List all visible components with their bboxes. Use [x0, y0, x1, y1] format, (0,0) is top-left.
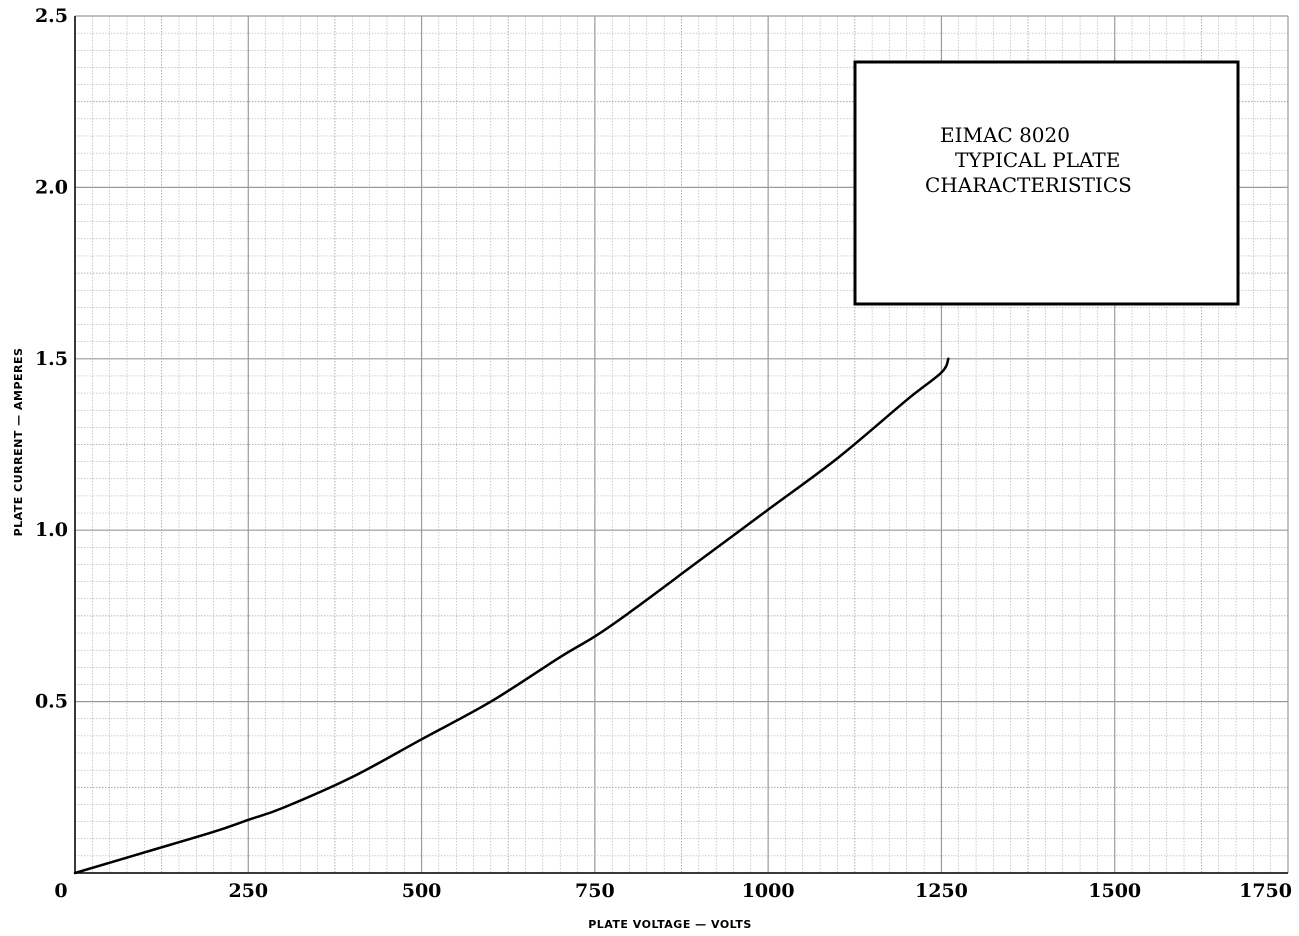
x-tick-label: 1250 [915, 880, 968, 902]
x-tick-label: 1000 [742, 880, 795, 902]
y-tick-label: 2.5 [35, 5, 68, 27]
chart-title-line-3: CHARACTERISTICS [925, 173, 1132, 197]
y-tick-label: 1.0 [35, 519, 68, 541]
x-tick-label: 1750 [1239, 880, 1292, 902]
x-tick-label: 1500 [1088, 880, 1141, 902]
series-group [73, 357, 950, 875]
x-tick-label: 500 [402, 880, 442, 902]
x-tick-label: 750 [575, 880, 615, 902]
y-tick-label: 2.0 [35, 176, 68, 198]
x-tick-label: 0 [54, 880, 67, 902]
y-tick-label: 0.5 [35, 691, 68, 713]
series-line [73, 357, 950, 875]
tick-labels: 0 250 500 750 1000 1250 1500 1750 0.5 1.0 1.5 2.0 2.… [35, 5, 1292, 902]
y-axis-label: PLATE CURRENT — AMPERES [12, 348, 25, 537]
title-box: EIMAC 8020 TYPICAL PLATE CHARACTERISTICS [853, 60, 1240, 306]
y-tick-label: 1.5 [35, 348, 68, 370]
x-tick-label: 250 [228, 880, 268, 902]
grid-lines [74, 15, 1289, 874]
chart-title-line-1: EIMAC 8020 [940, 123, 1070, 147]
title-box-frame [853, 60, 1240, 306]
x-axis-label: PLATE VOLTAGE — VOLTS [588, 918, 752, 931]
chart-title-line-2: TYPICAL PLATE [955, 148, 1120, 172]
